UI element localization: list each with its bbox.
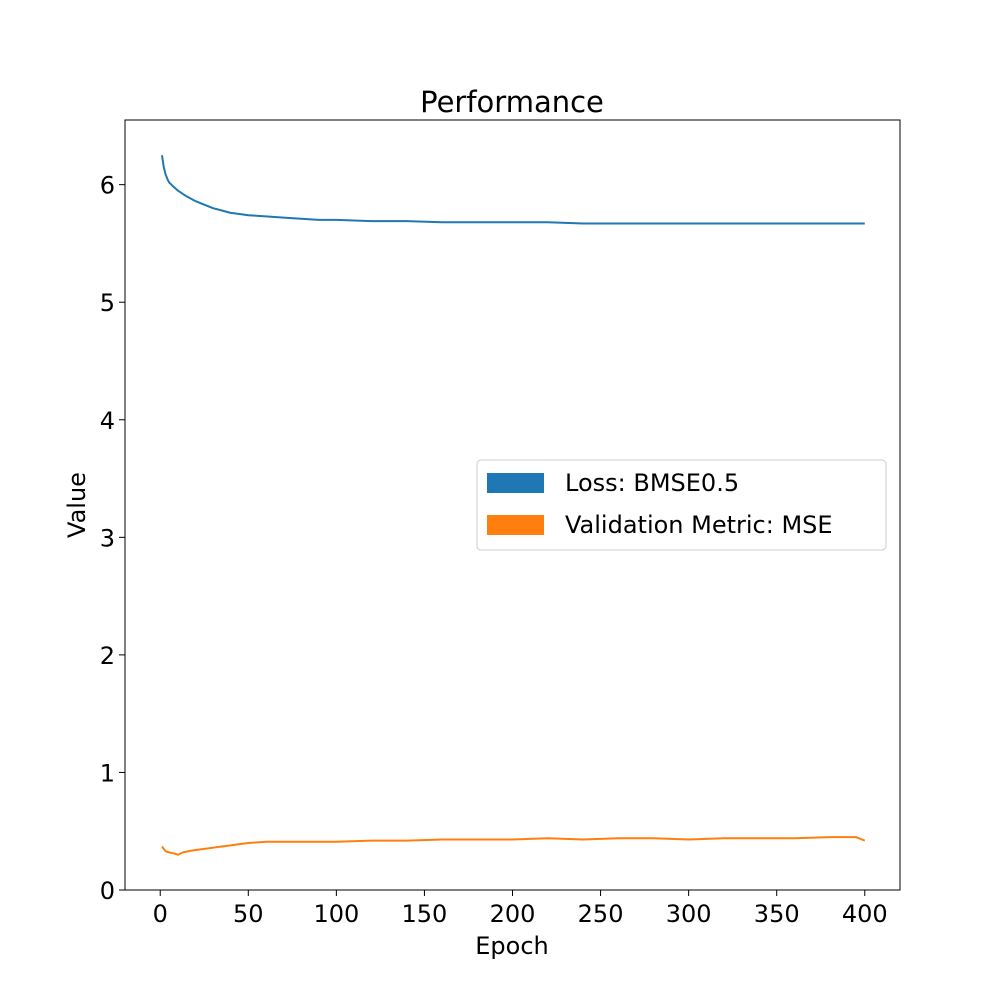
x-axis-label: Epoch: [475, 932, 549, 960]
x-axis: 0 50 100 150 200 250 300 350 400: [153, 890, 888, 928]
x-tick-label: 150: [402, 900, 448, 928]
y-tick-label: 1: [100, 759, 115, 787]
legend-label-validation: Validation Metric: MSE: [565, 511, 833, 539]
x-tick-label: 350: [754, 900, 800, 928]
x-tick-label: 200: [490, 900, 536, 928]
y-axis-label: Value: [63, 472, 91, 538]
legend-label-loss: Loss: BMSE0.5: [565, 469, 739, 497]
plot-area: [161, 155, 866, 856]
x-tick-label: 50: [233, 900, 264, 928]
legend-box: [476, 459, 887, 551]
x-tick-label: 250: [578, 900, 624, 928]
legend-swatch-loss: [487, 473, 544, 493]
x-tick-label: 100: [313, 900, 359, 928]
y-tick-label: 5: [100, 289, 115, 317]
legend-swatch-validation: [487, 515, 544, 535]
y-axis: 0 1 2 3 4 5 6: [100, 172, 125, 905]
x-tick-label: 400: [842, 900, 888, 928]
series-line-1: [161, 836, 866, 856]
y-tick-label: 4: [100, 407, 115, 435]
y-tick-label: 0: [100, 877, 115, 905]
series-line-0: [161, 155, 865, 225]
x-tick-label: 0: [153, 900, 168, 928]
legend: Loss: BMSE0.5 Validation Metric: MSE: [476, 459, 887, 551]
y-tick-label: 6: [100, 172, 115, 200]
y-tick-label: 3: [100, 524, 115, 552]
x-tick-label: 300: [666, 900, 712, 928]
chart-title: Performance: [420, 85, 604, 119]
y-tick-label: 2: [100, 642, 115, 670]
